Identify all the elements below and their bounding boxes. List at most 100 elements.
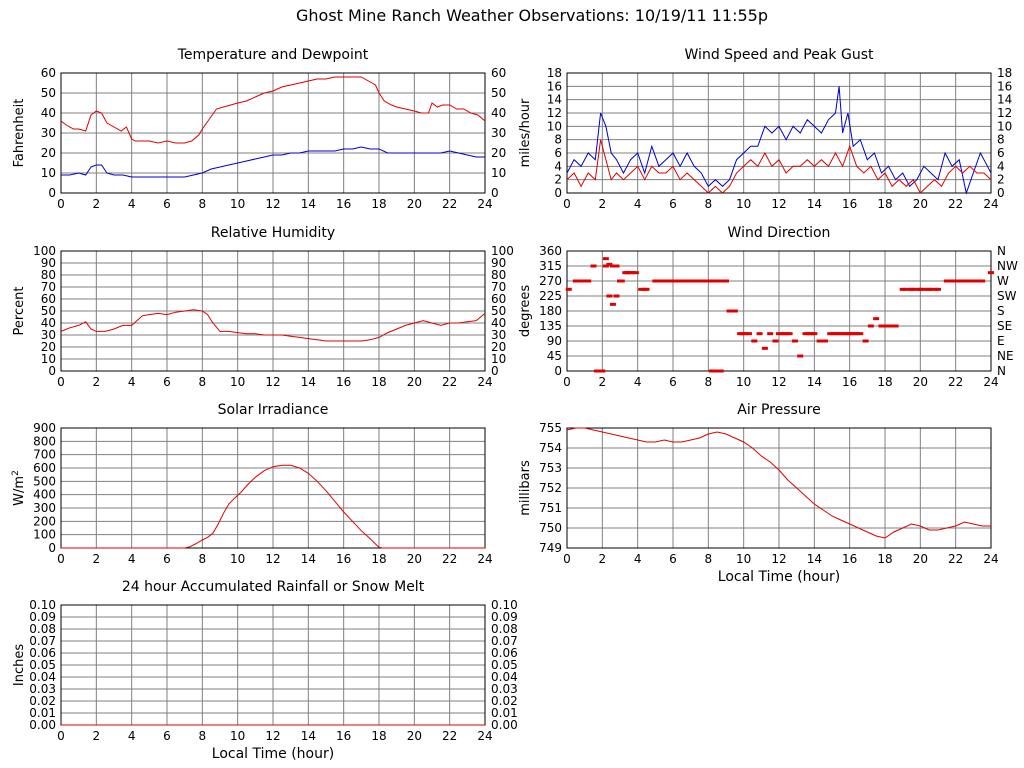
data-point [791, 339, 798, 343]
chart-title: Temperature and Dewpoint [177, 47, 369, 63]
right-tick-label: N [997, 244, 1006, 258]
right-tick-label: 0.01 [491, 706, 518, 720]
x-tick-label: 20 [913, 375, 928, 389]
data-point [632, 271, 639, 275]
plot-frame [60, 427, 486, 549]
data-segment [690, 279, 700, 283]
x-tick-label: 16 [842, 197, 857, 211]
right-tick-label: 50 [491, 86, 506, 100]
x-tick-label: 2 [93, 552, 101, 566]
series-line-0 [60, 76, 486, 144]
x-tick-label: 14 [301, 552, 316, 566]
y-tick-label: 10 [41, 166, 56, 180]
x-tick-label: 22 [948, 375, 963, 389]
data-point [761, 346, 768, 350]
x-tick-label: 2 [599, 552, 607, 566]
data-point [609, 302, 616, 306]
data-segment [630, 271, 636, 275]
y-tick-label: 180 [539, 304, 562, 318]
x-tick-label: 6 [163, 552, 171, 566]
y-tick-label: 0 [554, 364, 562, 378]
y-tick-label: 12 [547, 106, 562, 120]
right-tick-label: 0.06 [491, 646, 518, 660]
data-segment [955, 279, 965, 283]
data-segment [920, 287, 930, 291]
right-tick-label: 18 [997, 66, 1012, 80]
data-point [797, 354, 804, 358]
y-tick-label: 900 [33, 421, 56, 435]
right-tick-label: 60 [491, 66, 506, 80]
x-tick-label: 24 [477, 552, 492, 566]
y-tick-label: 40 [41, 316, 56, 330]
right-tick-label: 8 [997, 133, 1005, 147]
y-tick-label: 0.03 [29, 682, 56, 696]
x-tick-label: 6 [669, 375, 677, 389]
right-tick-label: 0.07 [491, 634, 518, 648]
x-tick-label: 10 [230, 729, 245, 743]
data-point [618, 279, 625, 283]
data-segment [575, 279, 582, 283]
right-tick-label: 20 [491, 146, 506, 160]
x-tick-label: 18 [371, 552, 386, 566]
series-line-1 [61, 146, 485, 178]
data-segment [885, 324, 891, 328]
data-point [979, 279, 986, 283]
right-tick-label: 100 [491, 244, 514, 258]
x-tick-label: 22 [442, 197, 457, 211]
right-tick-label: 70 [491, 280, 506, 294]
y-tick-label: 200 [33, 514, 56, 528]
rain-chart: 24 hour Accumulated Rainfall or Snow Mel… [12, 579, 518, 762]
x-tick-label: 4 [128, 552, 136, 566]
x-tick-label: 12 [265, 729, 280, 743]
y-tick-label: 0.05 [29, 658, 56, 672]
right-tick-label: 30 [491, 126, 506, 140]
x-tick-label: 24 [477, 729, 492, 743]
right-tick-label: 10 [491, 352, 506, 366]
data-segment [673, 279, 682, 283]
x-tick-label: 16 [336, 729, 351, 743]
right-tick-label: 0.03 [491, 682, 518, 696]
data-segment [708, 279, 718, 283]
x-tick-label: 8 [199, 552, 207, 566]
x-tick-label: 2 [93, 375, 101, 389]
y-tick-label: 16 [547, 79, 562, 93]
data-point [590, 264, 597, 268]
data-segment [805, 332, 811, 336]
x-tick-label: 10 [736, 197, 751, 211]
right-tick-label: NW [997, 259, 1018, 273]
x-tick-label: 2 [599, 375, 607, 389]
x-tick-label: 12 [265, 375, 280, 389]
x-tick-label: 6 [669, 197, 677, 211]
x-tick-label: 6 [163, 729, 171, 743]
right-tick-label: 0.02 [491, 694, 518, 708]
y-tick-label: 0.07 [29, 634, 56, 648]
right-tick-label: 6 [997, 146, 1005, 160]
y-tick-label: 18 [547, 66, 562, 80]
x-tick-label: 22 [948, 197, 963, 211]
data-segment [929, 287, 938, 291]
x-tick-label: 22 [948, 552, 963, 566]
data-point [606, 294, 613, 298]
data-segment [819, 339, 825, 343]
y-tick-label: 30 [41, 328, 56, 342]
data-point [606, 262, 613, 266]
x-tick-label: 6 [669, 552, 677, 566]
x-tick-label: 10 [736, 552, 751, 566]
y-tick-label: 135 [539, 319, 562, 333]
x-tick-label: 18 [877, 197, 892, 211]
right-tick-label: SW [997, 289, 1017, 303]
x-tick-label: 0 [57, 197, 65, 211]
x-tick-label: 18 [371, 197, 386, 211]
x-tick-label: 18 [371, 375, 386, 389]
x-tick-label: 22 [442, 375, 457, 389]
data-segment [612, 264, 617, 268]
y-tick-label: 4 [554, 159, 562, 173]
y-tick-label: 315 [539, 259, 562, 273]
data-point [751, 339, 758, 343]
y-tick-label: 20 [41, 146, 56, 160]
y-tick-label: 600 [33, 461, 56, 475]
right-tick-label: 0 [491, 186, 499, 200]
